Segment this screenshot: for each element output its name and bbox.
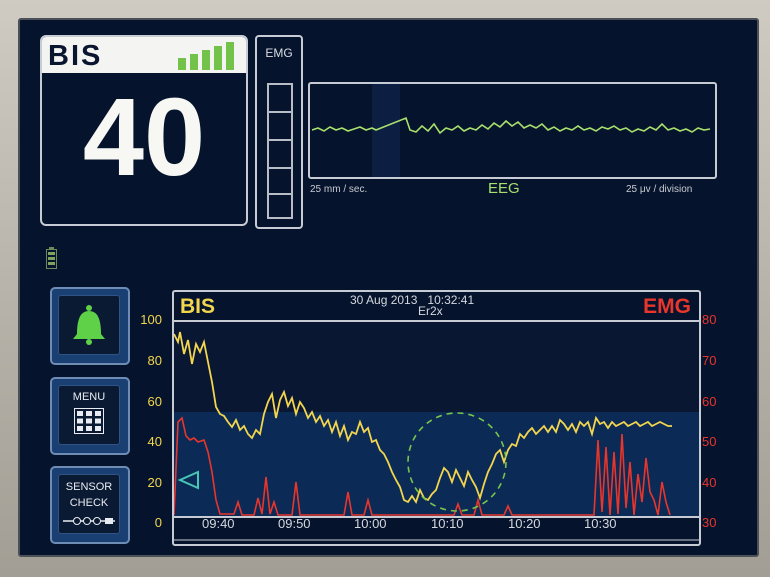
sensor-check-button-face: SENSOR CHECK bbox=[58, 474, 120, 534]
eeg-sweep-speed: 25 mm / sec. bbox=[310, 184, 368, 195]
time-axis: 09:40 09:50 10:00 10:10 10:20 10:30 bbox=[174, 516, 699, 538]
bis-value-panel: BIS 40 bbox=[40, 35, 248, 226]
bis-axis-tick: 60 bbox=[147, 394, 162, 409]
time-axis-tick: 09:50 bbox=[278, 516, 311, 531]
emg-axis-tick: 70 bbox=[702, 353, 717, 368]
emg-bar-segment bbox=[269, 193, 291, 195]
time-axis-tick: 09:40 bbox=[202, 516, 235, 531]
time-axis-tick: 10:20 bbox=[508, 516, 541, 531]
time-axis-tick: 10:00 bbox=[354, 516, 387, 531]
bis-axis-tick: 20 bbox=[147, 475, 162, 490]
emg-axis: 80 70 60 50 40 30 bbox=[702, 310, 742, 540]
bis-axis: 100 80 60 40 20 0 bbox=[124, 310, 168, 540]
time-axis-tick: 10:10 bbox=[431, 516, 464, 531]
emg-bar-segment bbox=[269, 139, 291, 141]
emg-bar-panel: EMG bbox=[255, 35, 303, 229]
emg-axis-tick: 30 bbox=[702, 515, 717, 530]
bis-axis-tick: 80 bbox=[147, 353, 162, 368]
sensor-label-line2: CHECK bbox=[69, 497, 109, 509]
bell-icon bbox=[73, 305, 105, 345]
eeg-waveform-panel bbox=[308, 82, 717, 179]
trend-time: 10:32:41 bbox=[427, 293, 475, 307]
emg-bar-label: EMG bbox=[265, 46, 293, 60]
alarm-silence-button[interactable] bbox=[50, 287, 130, 365]
eeg-waveform bbox=[311, 84, 711, 177]
emg-bar-track bbox=[267, 83, 293, 219]
trend-mode: Er2x bbox=[418, 304, 443, 318]
bis-axis-tick: 40 bbox=[147, 434, 162, 449]
emg-axis-tick: 50 bbox=[702, 434, 717, 449]
bis-value: 40 bbox=[82, 76, 206, 199]
menu-label: MENU bbox=[72, 391, 106, 403]
sensor-strip-icon bbox=[63, 517, 115, 525]
time-axis-tick: 10:30 bbox=[584, 516, 617, 531]
trend-header: BIS 30 Aug 2013 10:32:41 Er2x EMG bbox=[174, 292, 699, 322]
trend-timestamp: 30 Aug 2013 10:32:41 bbox=[350, 293, 474, 307]
menu-button-face: MENU bbox=[58, 385, 120, 445]
trend-date: 30 Aug 2013 bbox=[350, 293, 418, 307]
sensor-label-line1: SENSOR bbox=[65, 481, 113, 493]
bis-title-bar: BIS bbox=[42, 37, 246, 73]
monitor-screen: BIS 40 EMG bbox=[18, 18, 759, 557]
emg-axis-tick: 80 bbox=[702, 312, 717, 327]
trend-bis-label: BIS bbox=[180, 295, 216, 318]
menu-button[interactable]: MENU bbox=[50, 377, 130, 455]
eeg-label: EEG bbox=[488, 180, 520, 197]
bis-title: BIS bbox=[48, 40, 103, 72]
bis-axis-tick: 100 bbox=[140, 312, 162, 327]
eeg-amplitude-scale: 25 μv / division bbox=[626, 184, 693, 195]
emg-bar-segment bbox=[269, 111, 291, 113]
emg-axis-tick: 60 bbox=[702, 394, 717, 409]
trend-emg-label: EMG bbox=[643, 295, 691, 318]
keypad-icon bbox=[74, 408, 104, 434]
trend-plot bbox=[174, 322, 699, 541]
emg-axis-tick: 40 bbox=[702, 475, 717, 490]
emg-bar-segment bbox=[269, 167, 291, 169]
bis-axis-tick: 0 bbox=[154, 515, 162, 530]
alarm-button-face bbox=[58, 295, 120, 355]
trend-graph-panel: BIS 30 Aug 2013 10:32:41 Er2x EMG 09:40 bbox=[172, 290, 701, 546]
signal-quality-icon bbox=[178, 42, 234, 70]
sensor-check-button[interactable]: SENSOR CHECK bbox=[50, 466, 130, 544]
battery-icon bbox=[46, 247, 57, 269]
